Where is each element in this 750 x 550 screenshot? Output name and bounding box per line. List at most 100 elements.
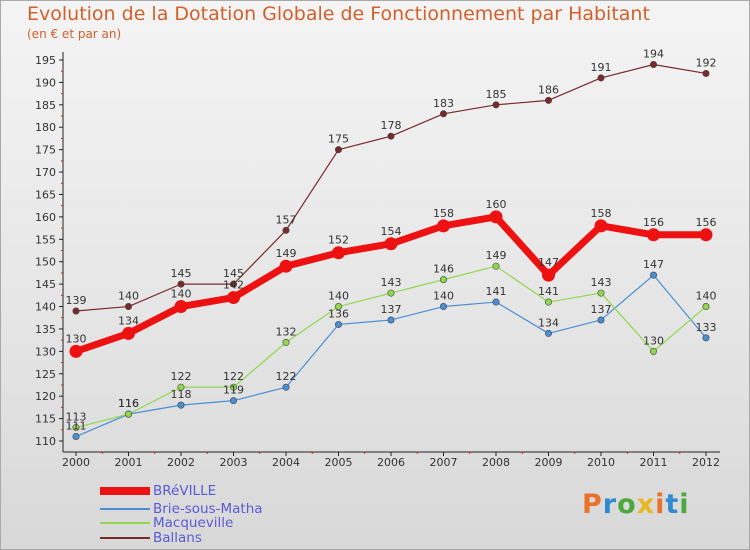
data-point <box>69 344 83 358</box>
y-tick-label: 155 <box>35 233 56 246</box>
legend-item-brie-sous-matha: Brie-sous-Matha <box>100 501 263 517</box>
data-label: 194 <box>643 47 664 60</box>
data-label: 134 <box>538 316 559 329</box>
y-tick-label: 160 <box>35 211 56 224</box>
data-point <box>332 246 345 260</box>
y-tick-label: 190 <box>35 76 56 89</box>
logo-letter: r <box>602 489 618 520</box>
legend-label: BRéVILLE <box>153 483 217 499</box>
data-point <box>649 60 657 68</box>
y-tick-label: 110 <box>35 435 56 448</box>
data-label: 113 <box>66 411 87 424</box>
data-point <box>122 326 135 340</box>
x-tick-label: 2002 <box>167 456 195 469</box>
y-tick-label: 115 <box>35 413 56 426</box>
data-point <box>279 259 293 273</box>
data-point <box>492 101 500 109</box>
data-point <box>647 228 660 242</box>
data-point <box>282 226 290 234</box>
y-tick-label: 180 <box>35 121 56 134</box>
data-label: 122 <box>276 370 297 383</box>
data-point <box>177 401 185 409</box>
data-label: 192 <box>696 56 717 69</box>
logo-letter: o <box>617 489 637 520</box>
data-label: 140 <box>328 290 349 303</box>
data-label: 141 <box>486 285 507 298</box>
y-tick-label: 195 <box>35 54 56 67</box>
data-point <box>230 397 238 405</box>
logo-letter: P <box>582 489 603 520</box>
data-label: 130 <box>66 332 87 345</box>
data-point <box>439 303 447 311</box>
data-label: 146 <box>433 263 454 276</box>
legend-swatch <box>100 537 150 539</box>
data-point <box>702 334 710 342</box>
data-point <box>492 298 500 306</box>
data-label: 178 <box>381 119 402 132</box>
data-point <box>489 210 503 224</box>
logo-letter: t <box>665 489 680 520</box>
data-point <box>227 291 240 305</box>
data-label: 145 <box>171 267 192 280</box>
data-label: 149 <box>276 247 297 260</box>
legend-swatch <box>100 522 150 524</box>
x-tick-label: 2007 <box>430 456 458 469</box>
chart-title: Evolution de la Dotation Globale de Fonc… <box>27 3 650 25</box>
y-tick-label: 135 <box>35 323 56 336</box>
data-label: 160 <box>486 198 507 211</box>
x-tick-label: 2000 <box>62 456 90 469</box>
y-tick-label: 130 <box>35 345 56 358</box>
x-tick-label: 2011 <box>640 456 668 469</box>
data-label: 140 <box>171 288 192 301</box>
data-point <box>702 69 710 77</box>
legend-label: Brie-sous-Matha <box>153 501 263 517</box>
data-label: 142 <box>223 279 244 292</box>
legend-label: Macqueville <box>153 515 234 531</box>
data-label: 122 <box>171 370 192 383</box>
data-label: 136 <box>328 307 349 320</box>
data-point <box>72 424 80 432</box>
data-point <box>594 219 608 233</box>
data-point <box>282 338 290 346</box>
data-label: 132 <box>276 325 297 338</box>
data-label: 145 <box>223 267 244 280</box>
data-label: 140 <box>433 290 454 303</box>
data-point <box>387 289 395 297</box>
y-tick-label: 150 <box>35 256 56 269</box>
data-point <box>230 280 238 288</box>
data-point <box>597 74 605 82</box>
data-label: 139 <box>66 294 87 307</box>
logo-letter: i <box>679 489 690 520</box>
data-label: 140 <box>696 290 717 303</box>
logo-letter: x <box>636 489 656 520</box>
legend-label: Ballans <box>153 530 202 546</box>
x-tick-label: 2005 <box>325 456 353 469</box>
data-label: 140 <box>118 290 139 303</box>
data-label: 137 <box>591 303 612 316</box>
data-label: 133 <box>696 321 717 334</box>
data-point <box>72 307 80 315</box>
data-label: 152 <box>328 234 349 247</box>
logo-letter: i <box>655 489 666 520</box>
data-label: 118 <box>171 388 192 401</box>
data-label: 185 <box>486 88 507 101</box>
data-point <box>544 96 552 104</box>
proxiti-logo: Proxiti <box>582 489 690 520</box>
data-label: 147 <box>538 256 559 269</box>
data-point <box>334 146 342 154</box>
data-point <box>597 316 605 324</box>
y-tick-label: 145 <box>35 278 56 291</box>
data-point <box>437 219 450 233</box>
y-tick-label: 165 <box>35 188 56 201</box>
data-label: 122 <box>223 370 244 383</box>
axes: 110 115 120 125 130 135 140 145 150 155 160 165 170 1… <box>35 52 720 469</box>
data-label: 134 <box>118 314 139 327</box>
x-tick-label: 2008 <box>482 456 510 469</box>
x-tick-label: 2006 <box>377 456 405 469</box>
data-point <box>649 271 657 279</box>
data-point <box>282 383 290 391</box>
data-label: 137 <box>381 303 402 316</box>
data-label: 156 <box>696 216 717 229</box>
